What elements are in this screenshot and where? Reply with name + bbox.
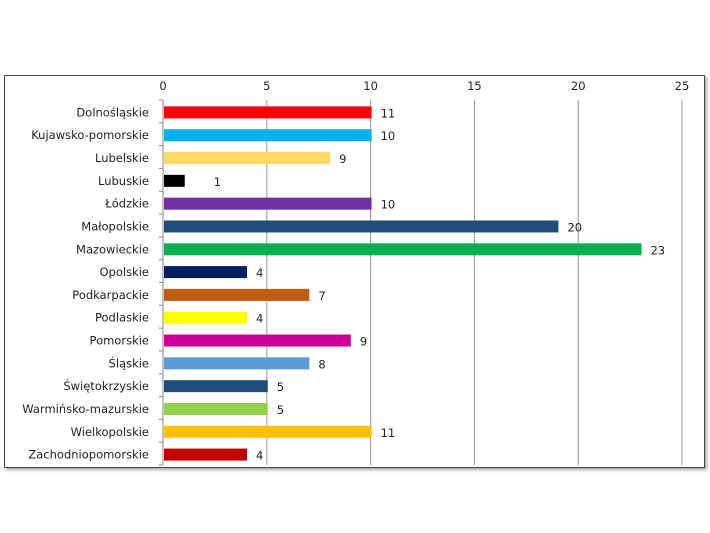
x-tick-label: 15 xyxy=(467,79,482,93)
data-label: 11 xyxy=(381,426,396,440)
category-label: Małopolskie xyxy=(81,219,149,233)
bar xyxy=(164,311,248,324)
data-label: 11 xyxy=(381,106,396,120)
bar xyxy=(164,129,372,142)
bar xyxy=(164,380,268,393)
bar xyxy=(164,288,310,301)
x-tick-label: 10 xyxy=(363,79,378,93)
bar xyxy=(164,197,372,210)
category-label: Lubelskie xyxy=(95,151,149,165)
category-label: Łódzkie xyxy=(104,197,149,211)
category-label: Dolnośląskie xyxy=(76,105,149,119)
data-label: 7 xyxy=(318,289,325,303)
bar xyxy=(164,220,559,233)
category-label: Śląskie xyxy=(109,355,149,370)
category-label: Lubuskie xyxy=(98,174,149,188)
data-label: 4 xyxy=(256,266,263,280)
category-label: Podkarpackie xyxy=(72,288,149,302)
data-label: 9 xyxy=(339,152,346,166)
x-tick-label: 20 xyxy=(571,79,586,93)
category-label: Mazowieckie xyxy=(76,242,149,256)
bar xyxy=(164,174,185,187)
bar xyxy=(164,266,248,279)
bar xyxy=(164,425,372,438)
bar xyxy=(164,357,310,370)
category-label: Kujawsko-pomorskie xyxy=(31,128,149,142)
data-label: 5 xyxy=(277,380,284,394)
data-label: 10 xyxy=(381,129,396,143)
x-tick-label: 5 xyxy=(263,79,270,93)
data-label: 8 xyxy=(318,357,325,371)
category-label: Wielkopolskie xyxy=(71,425,149,439)
data-label: 20 xyxy=(567,220,582,234)
data-label: 4 xyxy=(256,449,263,463)
data-label: 23 xyxy=(650,243,665,257)
category-label: Pomorskie xyxy=(90,334,149,348)
data-label: 10 xyxy=(381,198,396,212)
data-label: 4 xyxy=(256,312,263,326)
bar xyxy=(164,243,642,256)
category-label: Podlaskie xyxy=(95,311,149,325)
bar xyxy=(164,448,248,461)
bar xyxy=(164,334,351,347)
data-label: 1 xyxy=(214,175,221,189)
category-label: Zachodniopomorskie xyxy=(28,448,149,462)
data-label: 5 xyxy=(277,403,284,417)
data-label: 9 xyxy=(360,335,367,349)
x-tick-label: 25 xyxy=(675,79,690,93)
category-label: Świętokrzyskie xyxy=(63,378,149,393)
bar xyxy=(164,152,331,165)
bar xyxy=(164,402,268,415)
category-label: Warmińsko-mazurskie xyxy=(22,402,149,416)
category-label: Opolskie xyxy=(99,265,149,279)
bar xyxy=(164,106,372,119)
x-tick-label: 0 xyxy=(159,79,166,93)
